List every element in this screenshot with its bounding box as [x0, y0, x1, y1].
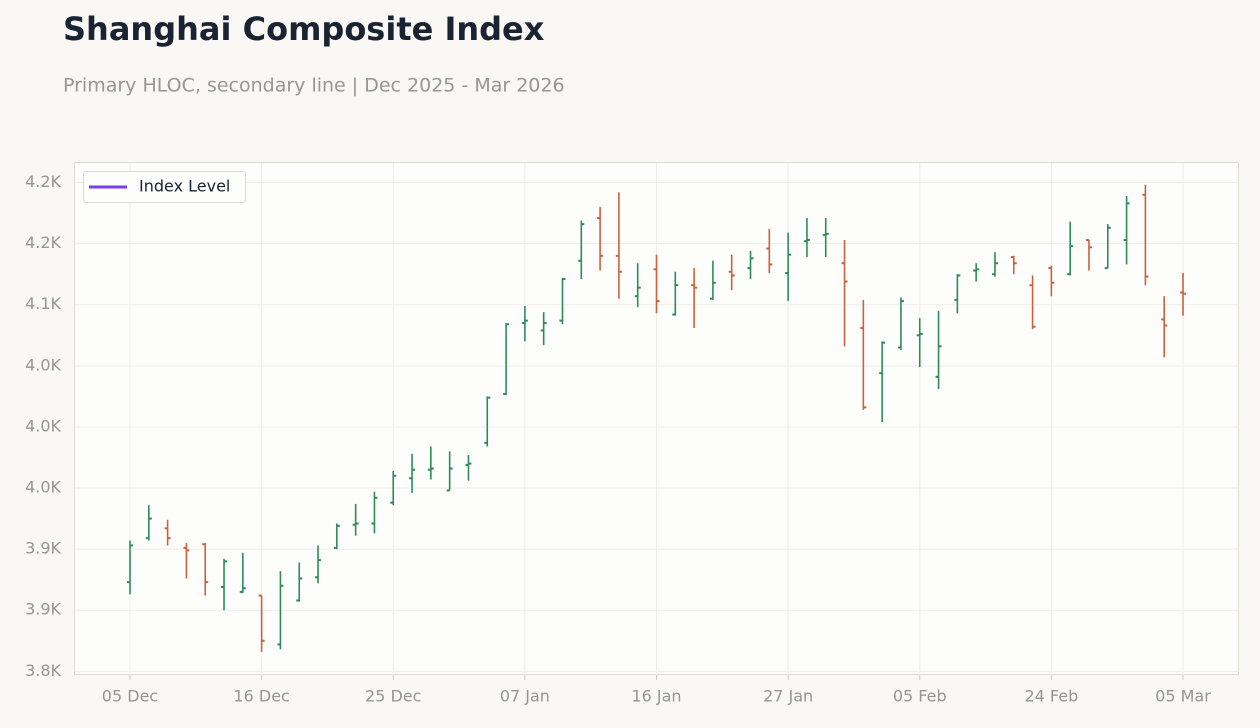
chart-title: Shanghai Composite Index — [63, 10, 545, 48]
x-tick-label: 05 Dec — [102, 687, 158, 706]
y-tick-label: 4.0K — [25, 355, 61, 374]
x-tick-label: 27 Jan — [763, 687, 813, 706]
x-tick-label: 07 Jan — [500, 687, 550, 706]
y-tick-label: 3.9K — [25, 539, 61, 558]
x-tick-label: 24 Feb — [1024, 687, 1078, 706]
y-tick-label: 3.9K — [25, 600, 61, 619]
legend: Index Level — [83, 171, 246, 203]
y-tick-label: 4.2K — [25, 233, 61, 252]
legend-box — [83, 171, 246, 203]
x-tick-label: 16 Dec — [233, 687, 289, 706]
y-tick-label: 4.1K — [25, 294, 61, 313]
chart-subtitle: Primary HLOC, secondary line | Dec 2025 … — [63, 75, 565, 97]
y-tick-label: 4.0K — [25, 416, 61, 435]
x-tick-label: 25 Dec — [365, 687, 421, 706]
x-tick-label: 05 Feb — [893, 687, 947, 706]
y-tick-label: 4.0K — [25, 478, 61, 497]
legend-label: Index Level — [139, 177, 230, 196]
x-tick-label: 05 Mar — [1155, 687, 1211, 706]
y-tick-label: 3.8K — [25, 661, 61, 680]
x-tick-label: 16 Jan — [631, 687, 681, 706]
y-tick-label: 4.2K — [25, 172, 61, 191]
